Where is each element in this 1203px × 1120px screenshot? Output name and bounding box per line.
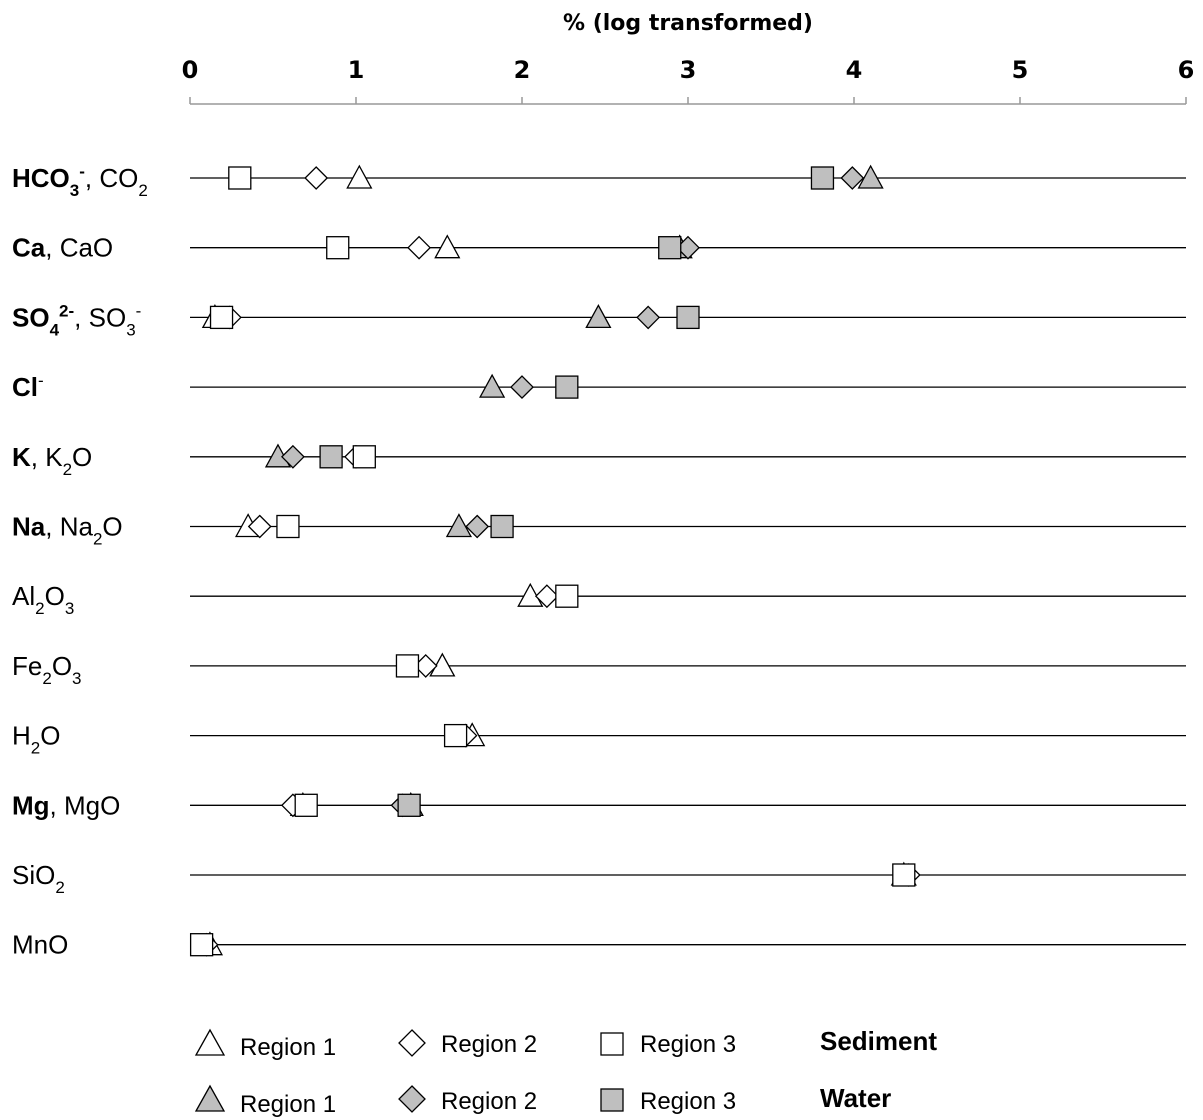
point-water-region-1-hco3 xyxy=(857,164,884,189)
point-water-region-3-mg xyxy=(397,793,421,817)
row-label-k: K, K2O xyxy=(12,442,92,479)
point-water-region-1-cl xyxy=(479,373,506,398)
data-points xyxy=(189,164,921,957)
x-tick-label: 0 xyxy=(182,56,199,84)
row-label-fe2o3: Fe2O3 xyxy=(12,651,82,688)
point-sediment-region-1-hco3 xyxy=(346,164,373,189)
legend: Region 1 Region 2 Region 3 Sediment Regi… xyxy=(194,1026,937,1118)
legend-sediment-region-2-label: Region 2 xyxy=(441,1031,537,1058)
point-sediment-region-3-so4 xyxy=(209,305,234,330)
legend-sediment-region-3-label: Region 3 xyxy=(640,1031,736,1058)
point-water-region-1-na xyxy=(445,513,473,538)
x-tick-label: 4 xyxy=(846,56,863,84)
legend-water-region-2-marker xyxy=(398,1085,426,1113)
legend-sediment-region-1-marker xyxy=(194,1028,226,1056)
legend-sediment-title: Sediment xyxy=(820,1026,937,1056)
legend-water-title: Water xyxy=(820,1083,891,1113)
point-sediment-region-3-fe2o3 xyxy=(395,654,420,678)
point-sediment-region-2-al2o3 xyxy=(534,584,559,609)
legend-water: Region 1 Region 2 Region 3 Water xyxy=(194,1083,891,1118)
point-water-region-3-na xyxy=(490,514,514,539)
point-sediment-region-3-na xyxy=(276,514,300,539)
x-tick-label: 6 xyxy=(1178,56,1195,84)
x-axis: 0 1 2 3 4 5 6 xyxy=(182,56,1195,105)
legend-sediment-region-3-marker xyxy=(600,1032,624,1056)
point-water-region-2-k xyxy=(281,444,305,469)
point-sediment-region-2-hco3 xyxy=(304,166,329,190)
point-sediment-region-3-ca xyxy=(326,236,350,260)
point-water-region-2-so4 xyxy=(636,305,661,330)
category-rows: HCO3-, CO2 Ca, CaO SO42-, SO3- Cl- K, K2O Na,… xyxy=(12,162,1186,960)
point-water-region-2-na xyxy=(465,514,490,539)
legend-water-region-2-label: Region 2 xyxy=(441,1088,537,1115)
point-sediment-region-2-na xyxy=(247,514,272,539)
legend-water-region-1-marker xyxy=(194,1084,226,1112)
row-label-sio2: SiO2 xyxy=(12,860,65,897)
point-sediment-region-3-al2o3 xyxy=(555,584,579,608)
point-water-region-2-cl xyxy=(510,375,534,400)
legend-sediment-region-1-label: Region 1 xyxy=(240,1034,336,1061)
row-label-mg: Mg, MgO xyxy=(12,790,120,820)
x-axis-title: % (log transformed) xyxy=(563,11,813,36)
point-water-region-2-hco3 xyxy=(840,166,865,190)
row-label-cl: Cl- xyxy=(12,371,44,402)
row-label-so4: SO42-, SO3- xyxy=(12,301,141,339)
x-tick-label: 3 xyxy=(680,56,697,84)
point-water-region-3-cl xyxy=(555,375,579,399)
point-water-region-1-so4 xyxy=(585,304,612,329)
x-tick-label: 2 xyxy=(514,56,531,84)
point-sediment-region-3-k xyxy=(352,445,376,469)
legend-water-region-3-marker xyxy=(600,1088,624,1112)
legend-water-region-1-label: Region 1 xyxy=(240,1091,336,1118)
point-sediment-region-1-ca xyxy=(434,234,461,259)
legend-sediment-region-2-marker xyxy=(398,1029,426,1057)
row-label-ca: Ca, CaO xyxy=(12,233,113,263)
point-sediment-region-3-mno xyxy=(189,933,214,957)
point-sediment-region-2-ca xyxy=(407,235,431,260)
x-tick-label: 1 xyxy=(348,56,365,84)
point-sediment-region-3-hco3 xyxy=(228,166,252,190)
row-label-mno: MnO xyxy=(12,930,68,960)
legend-sediment: Region 1 Region 2 Region 3 Sediment xyxy=(194,1026,937,1061)
point-water-region-3-k xyxy=(319,445,343,469)
legend-water-region-3-label: Region 3 xyxy=(640,1088,736,1115)
x-tick-label: 5 xyxy=(1012,56,1029,84)
row-label-na: Na, Na2O xyxy=(12,512,123,549)
point-sediment-region-3-mg xyxy=(294,793,318,817)
point-water-region-3-ca xyxy=(658,236,682,260)
point-sediment-region-3-sio2 xyxy=(892,863,916,887)
point-water-region-3-so4 xyxy=(676,305,700,330)
row-label-al2o3: Al2O3 xyxy=(12,581,74,618)
point-water-region-3-hco3 xyxy=(810,166,835,190)
row-label-h2o: H2O xyxy=(12,721,60,758)
point-sediment-region-3-h2o xyxy=(443,723,468,748)
row-label-hco3: HCO3-, CO2 xyxy=(12,162,148,200)
